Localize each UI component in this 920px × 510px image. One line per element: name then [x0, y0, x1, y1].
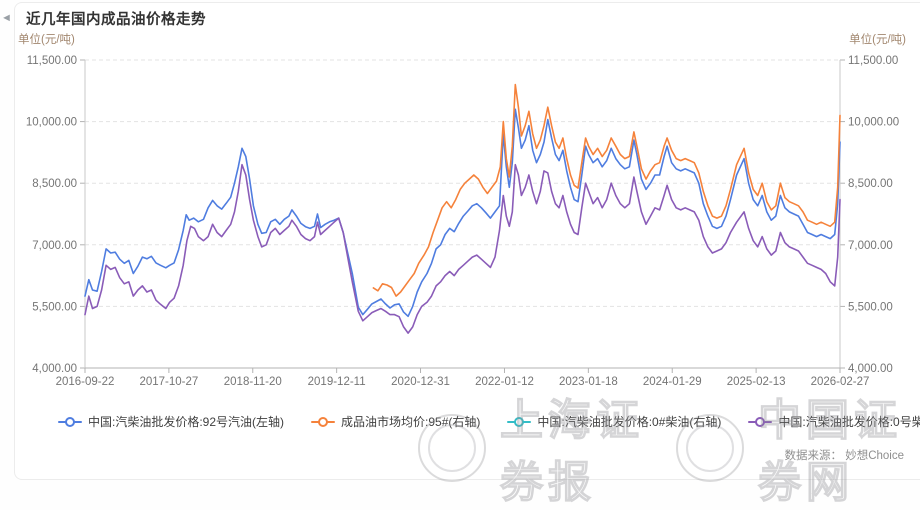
svg-text:5,500.00: 5,500.00	[32, 301, 77, 313]
svg-text:10,000.00: 10,000.00	[26, 117, 77, 129]
svg-text:2018-11-20: 2018-11-20	[224, 376, 282, 388]
svg-text:2017-10-27: 2017-10-27	[139, 376, 198, 388]
chart-panel	[14, 2, 920, 480]
svg-text:4,000.00: 4,000.00	[848, 363, 893, 375]
svg-text:2023-01-18: 2023-01-18	[559, 376, 618, 388]
legend-label: 中国:汽柴油批发价格:92号汽油(左轴)	[88, 415, 285, 429]
svg-text:4,000.00: 4,000.00	[32, 363, 77, 375]
line-series-marker-icon	[507, 416, 532, 428]
svg-text:2022-01-12: 2022-01-12	[475, 376, 534, 388]
data-source-label: 数据来源： 妙想Choice	[784, 450, 905, 462]
svg-text:2020-12-31: 2020-12-31	[391, 376, 450, 388]
svg-text:5,500.00: 5,500.00	[848, 301, 893, 313]
svg-text:8,500.00: 8,500.00	[32, 178, 77, 190]
line-series-marker-icon	[311, 416, 336, 428]
svg-text:7,000.00: 7,000.00	[848, 240, 893, 252]
svg-text:11,500.00: 11,500.00	[27, 55, 77, 67]
page-title: 近几年国内成品油价格走势	[26, 12, 206, 28]
right-axis-unit-label: 单位(元/吨)	[849, 34, 906, 46]
legend-item-0-diesel-left[interactable]: 中国:汽柴油批发价格:0号柴油(左轴)	[748, 413, 920, 430]
collapse-panel-icon[interactable]: ◄	[1, 12, 12, 24]
svg-text:2024-01-29: 2024-01-29	[643, 376, 702, 388]
line-series-marker-icon	[58, 416, 82, 428]
price-trend-chart[interactable]: 4,000.00 4,000.00 5,500.00 5,500.00 7,000.00…	[0, 0, 920, 400]
legend-item-92-gasoline[interactable]: 中国:汽柴油批发价格:92号汽油(左轴)	[58, 413, 284, 430]
svg-text:2026-02-27: 2026-02-27	[811, 376, 870, 388]
svg-text:8,500.00: 8,500.00	[848, 178, 893, 190]
svg-text:2025-02-13: 2025-02-13	[727, 376, 786, 388]
left-axis-unit-label: 单位(元/吨)	[18, 34, 75, 46]
legend-label: 中国:汽柴油批发价格:0#柴油(右轴)	[537, 415, 722, 429]
svg-text:2019-12-11: 2019-12-11	[308, 376, 366, 388]
legend-item-95-market-avg[interactable]: 成品油市场均价:95#(右轴)	[311, 413, 480, 430]
legend-item-0-diesel-right[interactable]: 中国:汽柴油批发价格:0#柴油(右轴)	[507, 413, 721, 430]
legend-label: 成品油市场均价:95#(右轴)	[341, 415, 481, 429]
svg-text:2016-09-22: 2016-09-22	[56, 376, 115, 388]
svg-text:10,000.00: 10,000.00	[848, 117, 899, 129]
line-series-marker-icon	[748, 416, 773, 428]
svg-text:7,000.00: 7,000.00	[32, 240, 77, 252]
svg-text:11,500.00: 11,500.00	[848, 55, 898, 67]
legend-label: 中国:汽柴油批发价格:0号柴油(左轴)	[778, 415, 920, 429]
chart-legend: 中国:汽柴油批发价格:92号汽油(左轴) 成品油市场均价:95#(右轴) 中国:…	[58, 413, 920, 430]
